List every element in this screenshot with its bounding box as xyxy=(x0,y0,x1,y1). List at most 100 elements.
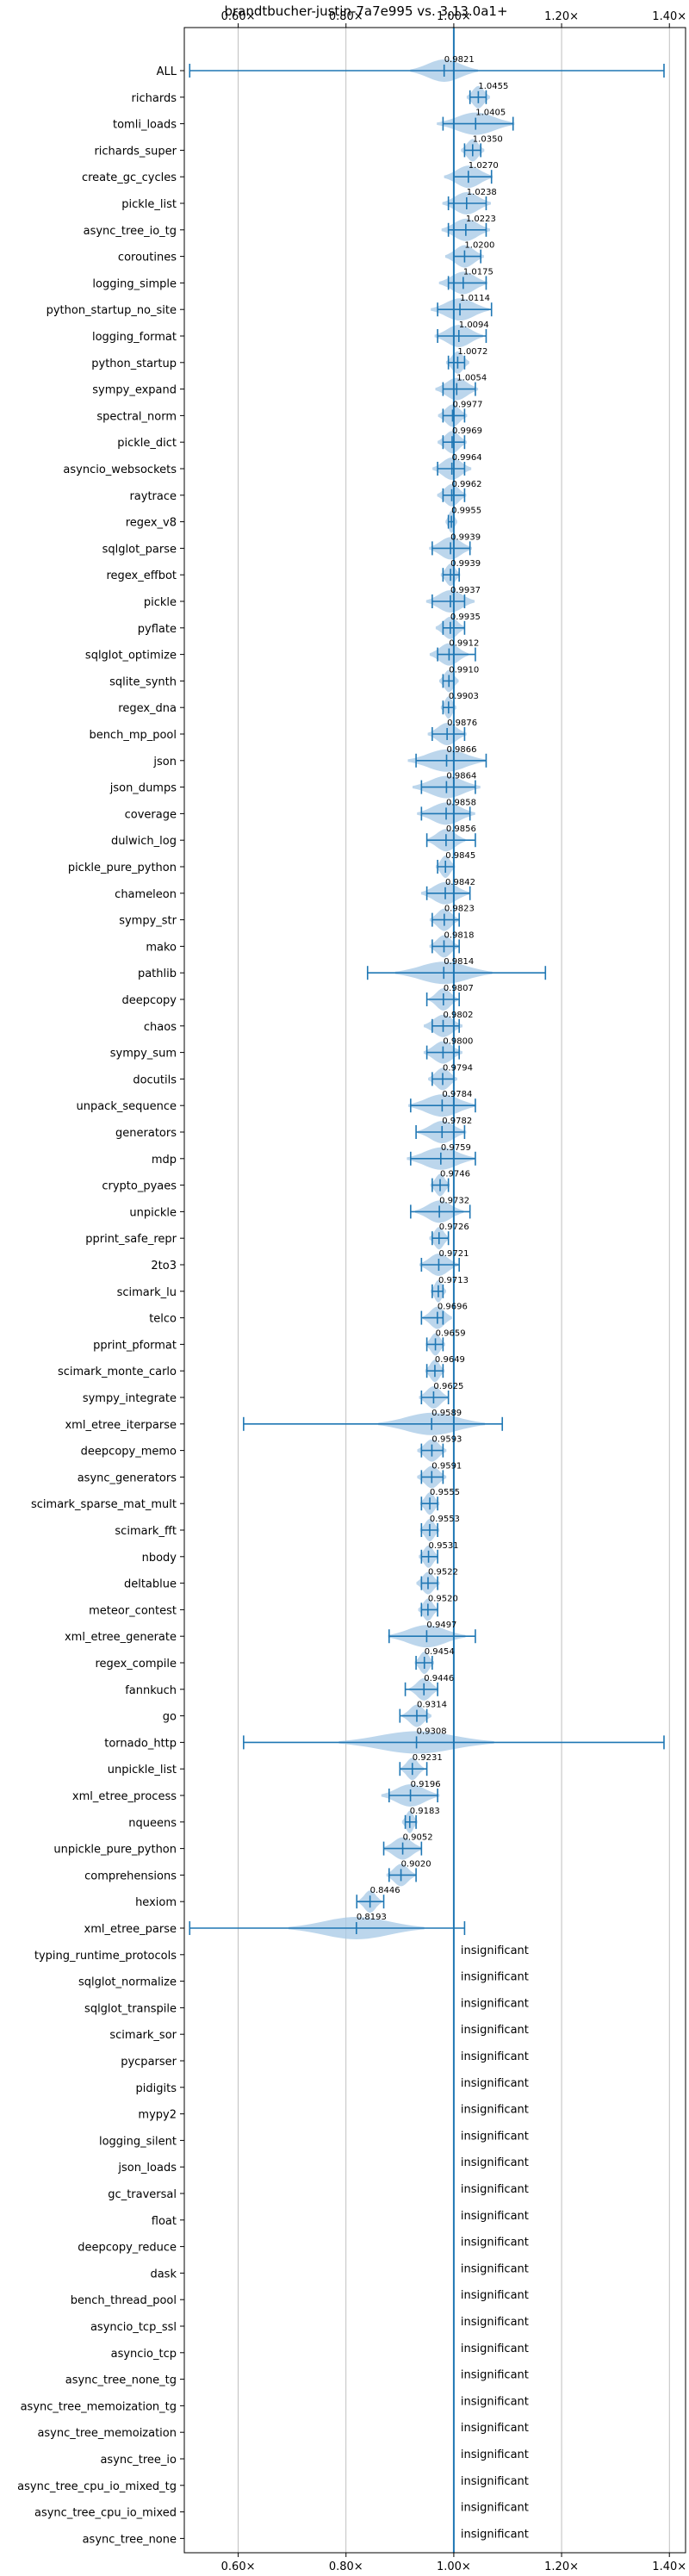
value-label: 0.9553 xyxy=(430,1515,460,1524)
value-label: 0.9231 xyxy=(413,1753,443,1763)
benchmark-label: async_tree_memoization xyxy=(37,2427,177,2440)
value-label: 0.9520 xyxy=(428,1594,458,1603)
benchmark-label: pickle_list xyxy=(121,198,177,211)
insignificant-label: insignificant xyxy=(461,2262,529,2275)
benchmark-label: chameleon xyxy=(115,888,177,901)
benchmark-label: bench_thread_pool xyxy=(71,2294,177,2307)
benchmark-label: json_dumps xyxy=(109,782,177,795)
benchmark-label: regex_dna xyxy=(118,702,177,715)
benchmark-label: sympy_str xyxy=(119,915,177,928)
plot-frame xyxy=(183,27,686,2554)
value-label: 1.0405 xyxy=(475,109,506,118)
benchmark-label: mako xyxy=(146,941,177,954)
value-label: 0.9446 xyxy=(424,1674,454,1683)
value-label: 0.9726 xyxy=(439,1223,469,1232)
insignificant-label: insignificant xyxy=(461,2156,529,2169)
benchmark-label: sympy_expand xyxy=(92,384,177,397)
benchmark-label: docutils xyxy=(133,1073,177,1086)
insignificant-label: insignificant xyxy=(461,2528,529,2541)
value-label: 0.9052 xyxy=(403,1833,433,1843)
x-tick-label-bottom: 1.00× xyxy=(437,2560,471,2573)
value-label: 1.0072 xyxy=(457,347,487,357)
benchmark-label: async_tree_cpu_io_mixed xyxy=(34,2507,177,2520)
benchmark-label: async_tree_memoization_tg xyxy=(21,2400,177,2413)
value-label: 0.9591 xyxy=(431,1461,462,1471)
value-label: 0.9962 xyxy=(452,480,482,489)
value-label: 0.9969 xyxy=(452,426,482,436)
chart-title: brandtbucher-justin-7a7e995 vs. 3.13.0a1… xyxy=(224,3,507,19)
benchmark-label: sqlglot_parse xyxy=(102,543,177,556)
value-label: 0.9912 xyxy=(449,639,479,649)
value-label: 0.9856 xyxy=(446,824,476,834)
x-tick-label-top: 1.40× xyxy=(652,10,686,23)
benchmark-label: raytrace xyxy=(129,490,177,503)
value-label: 0.9314 xyxy=(417,1701,447,1710)
value-label: 1.0223 xyxy=(466,215,496,224)
benchmark-label: scimark_sor xyxy=(109,2029,177,2042)
benchmark-label: comprehensions xyxy=(84,1870,177,1882)
benchmark-label: coroutines xyxy=(118,252,177,264)
value-label: 0.9784 xyxy=(442,1090,472,1099)
benchmark-label: xml_etree_iterparse xyxy=(65,1419,177,1432)
benchmark-label: async_tree_cpu_io_mixed_tg xyxy=(17,2480,177,2493)
value-label: 0.9935 xyxy=(450,613,481,622)
value-label: 0.9977 xyxy=(452,400,482,409)
benchmark-label: unpickle_pure_python xyxy=(53,1844,177,1857)
insignificant-label: insignificant xyxy=(461,1997,529,2010)
benchmark-label: mdp xyxy=(152,1154,177,1167)
benchmark-label: python_startup_no_site xyxy=(47,304,177,317)
value-label: 0.9823 xyxy=(444,905,475,914)
benchmark-label: regex_compile xyxy=(95,1658,177,1671)
benchmark-label: xml_etree_parse xyxy=(84,1923,177,1936)
benchmark-label: unpickle xyxy=(129,1206,177,1219)
insignificant-label: insignificant xyxy=(461,2237,529,2249)
value-label: 0.9454 xyxy=(425,1647,455,1657)
benchmark-label: coverage xyxy=(125,808,177,821)
insignificant-label: insignificant xyxy=(461,2050,529,2063)
insignificant-label: insignificant xyxy=(461,2289,529,2302)
benchmark-label: scimark_monte_carlo xyxy=(58,1366,177,1378)
benchmark-label: 2to3 xyxy=(151,1260,177,1272)
insignificant-label: insignificant xyxy=(461,2130,529,2143)
value-label: 0.9939 xyxy=(450,559,481,569)
benchmark-label: pycparser xyxy=(121,2056,177,2069)
value-label: 1.0114 xyxy=(460,294,490,303)
insignificant-label: insignificant xyxy=(461,2183,529,2196)
value-label: 0.9955 xyxy=(451,507,481,516)
value-label: 1.0200 xyxy=(464,241,494,251)
value-label: 0.9497 xyxy=(426,1621,456,1630)
violin-layer xyxy=(289,59,515,1939)
benchmark-label: asyncio_tcp_ssl xyxy=(90,2321,177,2334)
value-label: 0.9858 xyxy=(446,798,476,807)
benchmark-label: pprint_pformat xyxy=(93,1339,177,1352)
value-label: 0.9555 xyxy=(430,1488,460,1497)
value-label: 0.9866 xyxy=(447,745,477,755)
benchmark-label: richards_super xyxy=(94,145,177,158)
value-label: 0.9802 xyxy=(444,1011,474,1020)
value-label: 0.9713 xyxy=(438,1276,469,1285)
value-label: 0.9659 xyxy=(436,1328,466,1338)
benchmark-label: hexiom xyxy=(135,1896,177,1909)
value-label: 0.9308 xyxy=(417,1727,447,1736)
benchmark-label: async_generators xyxy=(78,1472,177,1484)
benchmark-label: deepcopy_memo xyxy=(81,1446,177,1459)
insignificant-label: insignificant xyxy=(461,2475,529,2488)
benchmark-label: json xyxy=(152,756,177,768)
insignificant-label: insignificant xyxy=(461,2448,529,2461)
benchmark-label: tomli_loads xyxy=(113,119,177,132)
value-label: 0.9759 xyxy=(441,1143,471,1153)
value-label: 0.9696 xyxy=(438,1303,468,1312)
benchmark-label: pyflate xyxy=(138,623,177,636)
insignificant-label: insignificant xyxy=(461,1944,529,1957)
value-label: 0.9721 xyxy=(438,1249,469,1259)
benchmark-label: async_tree_io xyxy=(100,2454,177,2467)
value-label: 0.9876 xyxy=(447,719,477,728)
benchmark-label: float xyxy=(152,2215,177,2228)
benchmark-label: json_loads xyxy=(117,2162,177,2175)
benchmark-label: regex_effbot xyxy=(106,569,177,582)
value-label: 0.9649 xyxy=(435,1355,465,1365)
benchmark-label: deepcopy xyxy=(121,994,177,1007)
benchmark-label: unpickle_list xyxy=(108,1764,177,1776)
benchmark-label: scimark_lu xyxy=(117,1286,177,1299)
benchmark-label: go xyxy=(163,1711,177,1724)
